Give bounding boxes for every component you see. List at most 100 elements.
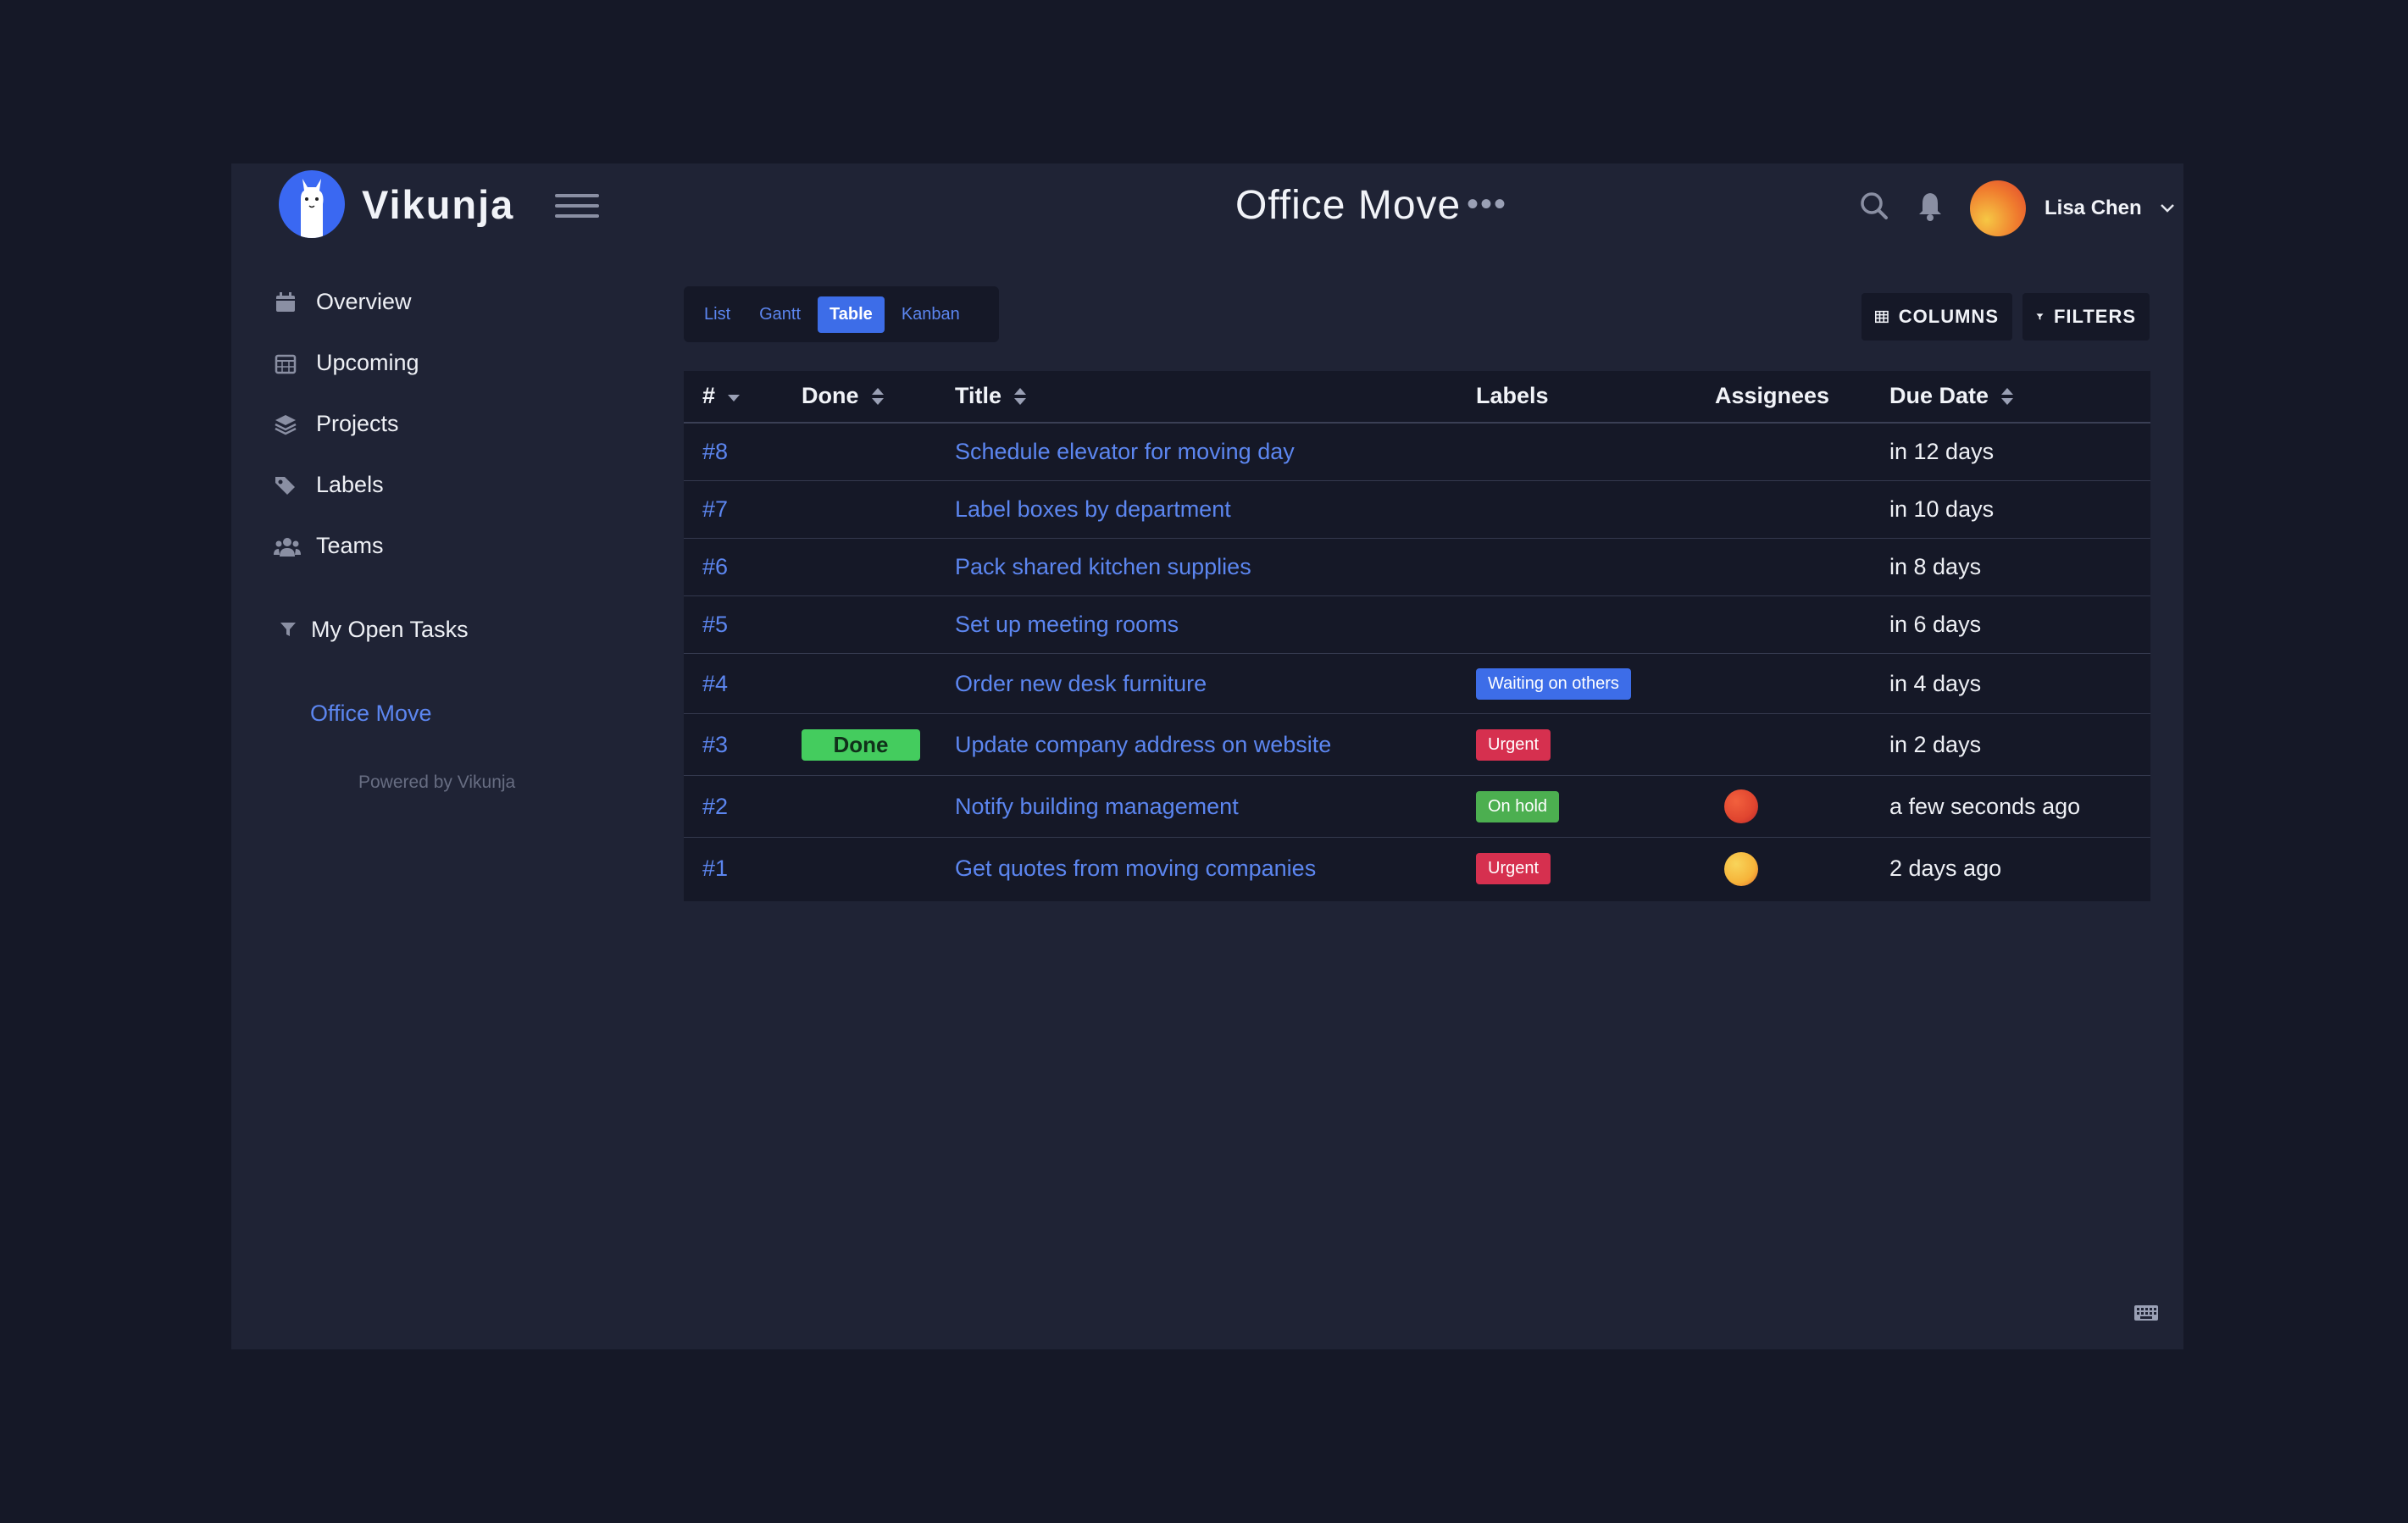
bell-icon[interactable] [1913,189,1947,223]
tab-gantt[interactable]: Gantt [759,304,802,324]
table-row[interactable]: #6 Pack shared kitchen supplies in 8 days [684,539,2150,596]
task-title[interactable]: Pack shared kitchen supplies [955,554,1251,579]
column-header-label: Done [802,383,859,408]
task-title-link[interactable]: Get quotes from moving companies [955,838,1316,900]
table-icon [1875,310,1889,324]
task-title-link[interactable]: Notify building management [955,776,1239,837]
logo[interactable]: Vikunja [279,170,514,238]
due-date: in 6 days [1889,612,1982,637]
table-row[interactable]: #8 Schedule elevator for moving day in 12 … [684,424,2150,481]
filters-label: FILTERS [2053,306,2136,327]
task-id[interactable]: #4 [702,670,729,696]
columns-button[interactable]: COLUMNS [1861,293,2012,341]
due-date-cell: a few seconds ago [1889,776,2080,837]
sidebar-item-label: Upcoming [316,350,419,375]
filters-button[interactable]: FILTERS [2022,293,2150,341]
task-title[interactable]: Get quotes from moving companies [955,856,1317,881]
task-title-link[interactable]: Update company address on website [955,714,1331,775]
avatar[interactable] [1724,789,1758,823]
column-header-label: Title [955,383,1002,408]
task-table: # Done Title Labels Assignees Due Date [684,371,2150,901]
labels-cell: Waiting on others [1476,654,1631,713]
task-id[interactable]: #1 [702,856,729,881]
llama-logo-icon [279,170,345,238]
sidebar-item-label: Projects [316,411,399,436]
task-title[interactable]: Set up meeting rooms [955,612,1179,637]
search-icon[interactable] [1857,189,1891,223]
sidebar-item-overview[interactable]: Overview [274,289,412,315]
avatar [1970,180,2026,236]
task-title-link[interactable]: Label boxes by department [955,481,1231,538]
label-badge: On hold [1476,790,1560,822]
task-title[interactable]: Order new desk furniture [955,670,1207,696]
column-header-due-date[interactable]: Due Date [1889,383,2016,409]
done-cell: Done [802,714,920,775]
task-id[interactable]: #5 [702,612,729,637]
sidebar-item-my-open-tasks[interactable]: My Open Tasks [279,617,469,643]
due-date: in 2 days [1889,731,1982,757]
table-row[interactable]: #1 Get quotes from moving companies Urgent… [684,838,2150,900]
task-id[interactable]: #7 [702,496,729,522]
due-date: in 10 days [1889,496,1995,522]
filter-icon [279,618,297,642]
column-header-done[interactable]: Done [802,383,886,409]
user-menu[interactable]: Lisa Chen [1970,180,2176,236]
filter-icon [2036,313,2044,320]
task-id-link[interactable]: #6 [702,539,728,595]
label-badge: Urgent [1476,728,1551,761]
task-title-link[interactable]: Set up meeting rooms [955,596,1179,653]
project-more-button[interactable]: ••• [1467,186,1508,223]
sidebar-item-labels[interactable]: Labels [274,472,384,498]
table-row[interactable]: #4 Order new desk furniture Waiting on oth… [684,654,2150,714]
tab-kanban[interactable]: Kanban [901,304,960,324]
sidebar-item-label: Labels [316,472,384,497]
sidebar-item-projects[interactable]: Projects [274,411,399,437]
task-title-link[interactable]: Order new desk furniture [955,654,1207,713]
user-name: Lisa Chen [2045,197,2142,219]
label-badge: Waiting on others [1476,667,1631,700]
table-row[interactable]: #7 Label boxes by department in 10 days [684,481,2150,539]
task-id-link[interactable]: #4 [702,654,728,713]
tab-list[interactable]: List [704,304,731,324]
task-title-link[interactable]: Schedule elevator for moving day [955,424,1295,480]
table-row[interactable]: #5 Set up meeting rooms in 6 days [684,596,2150,654]
labels-cell: Urgent [1476,714,1551,775]
task-id-link[interactable]: #5 [702,596,728,653]
menu-toggle-icon[interactable] [555,194,599,218]
app-window: Vikunja Office Move ••• Lisa Chen Overvi… [231,163,2183,1349]
sort-icon [871,387,884,405]
task-id-link[interactable]: #1 [702,838,728,900]
task-id-link[interactable]: #7 [702,481,728,538]
task-title[interactable]: Schedule elevator for moving day [955,439,1295,464]
task-id[interactable]: #2 [702,793,729,819]
sort-icon [1014,387,1027,405]
sidebar-project-office-move[interactable]: Office Move [310,701,432,726]
column-header-label: # [702,383,716,408]
task-title[interactable]: Update company address on website [955,731,1332,757]
sidebar-item-teams[interactable]: Teams [274,533,384,559]
table-row[interactable]: #2 Notify building management On hold a few… [684,776,2150,838]
column-header-title[interactable]: Title [955,383,1029,409]
tab-table[interactable]: Table [818,296,885,333]
task-id[interactable]: #6 [702,554,729,579]
avatar[interactable] [1724,851,1758,886]
sidebar-item-upcoming[interactable]: Upcoming [274,350,419,376]
task-id-link[interactable]: #2 [702,776,728,837]
column-header-id[interactable]: # [702,383,742,409]
task-id-link[interactable]: #8 [702,424,728,480]
done-badge: Done [802,728,920,761]
due-date: in 12 days [1889,439,1995,464]
due-date-cell: in 8 days [1889,539,1981,595]
labels-cell: Urgent [1476,838,1551,900]
task-title-link[interactable]: Pack shared kitchen supplies [955,539,1251,595]
due-date-cell: in 2 days [1889,714,1981,775]
task-id[interactable]: #3 [702,731,729,757]
column-header-label: Labels [1476,383,1549,408]
task-title[interactable]: Label boxes by department [955,496,1231,522]
keyboard-shortcuts-icon[interactable] [2133,1304,2159,1322]
task-id[interactable]: #8 [702,439,729,464]
task-id-link[interactable]: #3 [702,714,728,775]
task-title[interactable]: Notify building management [955,793,1239,819]
sidebar-item-label: Teams [316,533,384,558]
table-row[interactable]: #3 Done Update company address on website U… [684,714,2150,776]
